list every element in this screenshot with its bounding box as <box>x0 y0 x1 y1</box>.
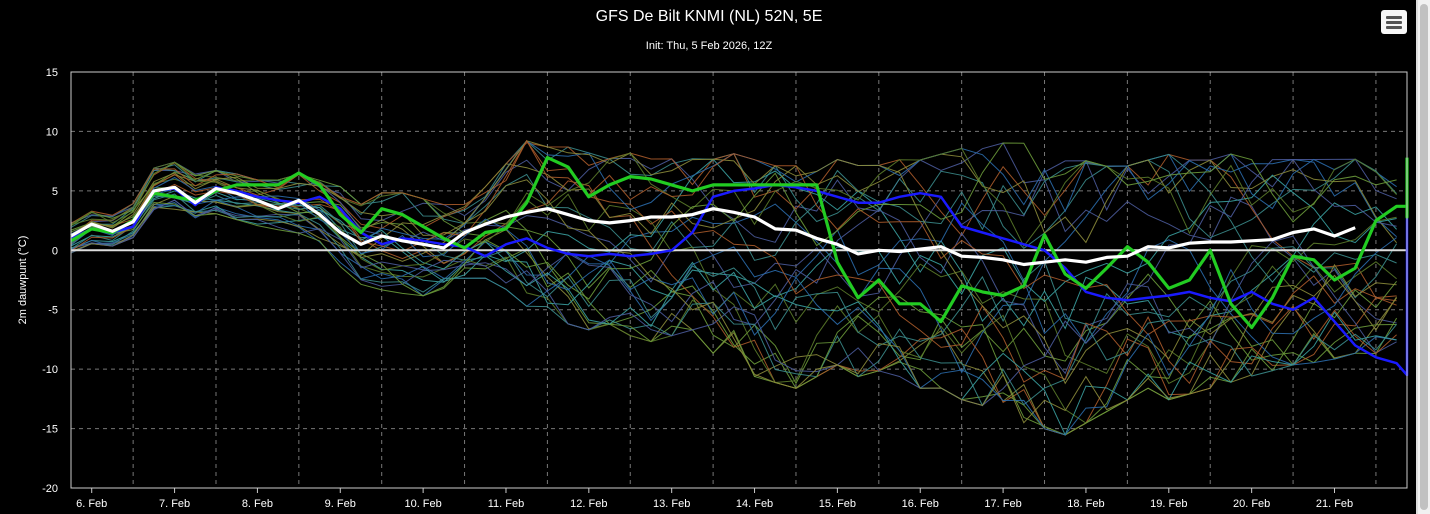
ensemble-member-line <box>70 158 1397 406</box>
x-tick-label: 7. Feb <box>159 498 190 510</box>
ensemble-member-line <box>70 158 1397 339</box>
x-tick-label: 20. Feb <box>1233 498 1270 510</box>
x-tick-label: 13. Feb <box>653 498 690 510</box>
ensemble-member-line <box>70 140 1397 249</box>
x-tick-label: 14. Feb <box>736 498 773 510</box>
x-tick-label: 16. Feb <box>902 498 939 510</box>
ensemble-member-line <box>70 174 1397 306</box>
hamburger-menu-icon[interactable] <box>1381 10 1407 34</box>
x-tick-label: 10. Feb <box>404 498 441 510</box>
ensemble-member-line <box>70 142 1397 324</box>
x-tick-label: 12. Feb <box>570 498 607 510</box>
y-tick-label: 0 <box>52 245 58 257</box>
x-tick-label: 6. Feb <box>76 498 107 510</box>
x-tick-label: 21. Feb <box>1316 498 1353 510</box>
y-tick-label: -5 <box>48 305 58 317</box>
y-axis-label: 2m dauwpunt (°C) <box>17 236 29 325</box>
chart-subtitle: Init: Thu, 5 Feb 2026, 12Z <box>645 40 773 52</box>
x-tick-label: 15. Feb <box>819 498 856 510</box>
ensemble-member-line <box>70 153 1397 374</box>
ensemble-member-line <box>70 140 1397 385</box>
x-tick-label: 11. Feb <box>488 498 525 510</box>
control-series-line <box>70 183 1409 377</box>
plot-border <box>70 71 1408 489</box>
ensemble-member-line <box>70 173 1397 436</box>
x-tick-label: 9. Feb <box>325 498 356 510</box>
chart-title: GFS De Bilt KNMI (NL) 52N, 5E <box>595 8 823 25</box>
x-tick-label: 19. Feb <box>1150 498 1187 510</box>
ensemble-member-line <box>70 194 1397 377</box>
ensemble-member-line <box>70 153 1397 256</box>
deterministic-series-line <box>70 156 1409 330</box>
ensemble-member-line <box>70 188 1397 436</box>
y-tick-label: 5 <box>52 186 58 198</box>
scrollbar[interactable] <box>1418 0 1430 514</box>
ensemble-mean-series-line <box>70 185 1356 267</box>
ensemble-member-line <box>70 193 1398 407</box>
x-tick-label: 18. Feb <box>1067 498 1104 510</box>
x-tick-label: 8. Feb <box>242 498 273 510</box>
ensemble-member-line <box>70 142 1397 300</box>
ensemble-member-line <box>70 161 1397 436</box>
y-tick-label: -15 <box>42 424 58 436</box>
y-tick-label: -10 <box>42 364 58 376</box>
y-tick-label: 10 <box>46 126 58 138</box>
ensemble-member-line <box>70 178 1397 385</box>
x-tick-label: 17. Feb <box>984 498 1021 510</box>
y-tick-label: 15 <box>46 67 58 79</box>
y-tick-label: -20 <box>42 483 58 495</box>
ensemble-member-line <box>70 199 1397 366</box>
ensemble-member-line <box>70 172 1398 424</box>
